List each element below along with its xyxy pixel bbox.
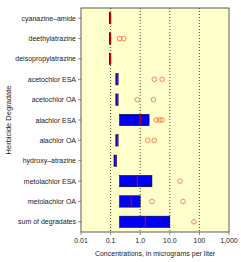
x-tick-label: 0.1 [106, 237, 116, 244]
outlier [152, 138, 157, 143]
median [115, 155, 116, 166]
y-tick-label: acetochlor OA [32, 96, 77, 103]
median [137, 175, 138, 186]
outlier [192, 220, 197, 225]
y-tick [78, 79, 81, 80]
median [110, 12, 111, 23]
y-tick-label: cyanazine–amide [22, 15, 77, 23]
grid-line [199, 8, 200, 232]
x-axis-label: Concentrations, in micrograms per liter [95, 250, 216, 258]
box-group [116, 74, 165, 85]
y-tick-label: alachlor OA [39, 137, 76, 144]
box [120, 114, 150, 125]
box-group [120, 196, 186, 207]
median [110, 53, 111, 64]
box-group [120, 216, 197, 227]
box-group [120, 175, 183, 186]
outlier [151, 97, 156, 102]
median [117, 74, 118, 85]
y-tick-label: metolachlor OA [28, 198, 77, 205]
x-tick-label: 100 [194, 237, 206, 244]
y-tick [78, 201, 81, 202]
median [117, 135, 118, 146]
x-tick-label: 10.0 [163, 237, 177, 244]
y-axis-label: Herbicide Degradate [4, 86, 13, 155]
y-tick-label: hydroxy–atrazine [23, 157, 76, 165]
x-tick [140, 232, 141, 235]
box [120, 175, 152, 186]
x-tick-label: 0.01 [74, 237, 88, 244]
x-tick [169, 232, 170, 235]
outlier [150, 199, 155, 204]
y-tick [78, 58, 81, 59]
y-tick [78, 140, 81, 141]
boxes [109, 12, 196, 227]
median [110, 33, 111, 44]
y-tick-label: metolachlor ESA [24, 178, 76, 185]
x-tick-label: 1,000 [220, 237, 238, 244]
y-tick [78, 120, 81, 121]
y-tick-label: sum of degradates [18, 218, 76, 226]
y-tick-label: deethylatrazine [29, 35, 77, 43]
chart: cyanazine–amide deethylatrazine deisopropy… [0, 0, 241, 262]
box [116, 135, 118, 146]
y-tick-label: deisopropylatrazine [15, 55, 76, 63]
outlier [152, 77, 157, 82]
x-tick [199, 232, 200, 235]
box-group [116, 135, 157, 146]
x-tick [229, 232, 230, 235]
median [145, 216, 146, 227]
grid-line [110, 8, 111, 232]
x-tick-label: 1.0 [135, 237, 145, 244]
median [140, 114, 141, 125]
outlier [117, 36, 122, 41]
outlier [160, 118, 165, 123]
outlier [178, 179, 183, 184]
median [117, 94, 118, 105]
outlier [160, 77, 165, 82]
x-tick [81, 232, 82, 235]
plot-frame [81, 8, 229, 232]
box [109, 33, 110, 44]
y-tick [78, 18, 81, 19]
box [109, 12, 110, 23]
y-tick-label: acetochlor ESA [28, 76, 77, 83]
box [120, 196, 141, 207]
outlier [122, 36, 127, 41]
plot-area [81, 8, 229, 232]
median [131, 196, 132, 207]
box-group [114, 155, 117, 166]
y-tick-label: alachlor ESA [36, 117, 77, 124]
outlier [145, 138, 150, 143]
y-tick [78, 160, 81, 161]
box-group [109, 12, 110, 23]
y-tick [78, 99, 81, 100]
outlier [135, 97, 140, 102]
grid [111, 8, 200, 232]
y-tick [78, 221, 81, 222]
box [109, 53, 110, 64]
y-tick [78, 38, 81, 39]
box [120, 216, 170, 227]
grid-line [169, 8, 170, 232]
box [116, 74, 118, 85]
outlier [181, 199, 186, 204]
box-group [109, 33, 126, 44]
box [116, 94, 118, 105]
x-tick [110, 232, 111, 235]
box-group [116, 94, 156, 105]
box-group [109, 53, 110, 64]
y-tick-labels: cyanazine–amide deethylatrazine deisopropy… [15, 15, 76, 227]
box-group [120, 114, 165, 125]
box [114, 155, 117, 166]
y-tick [78, 181, 81, 182]
